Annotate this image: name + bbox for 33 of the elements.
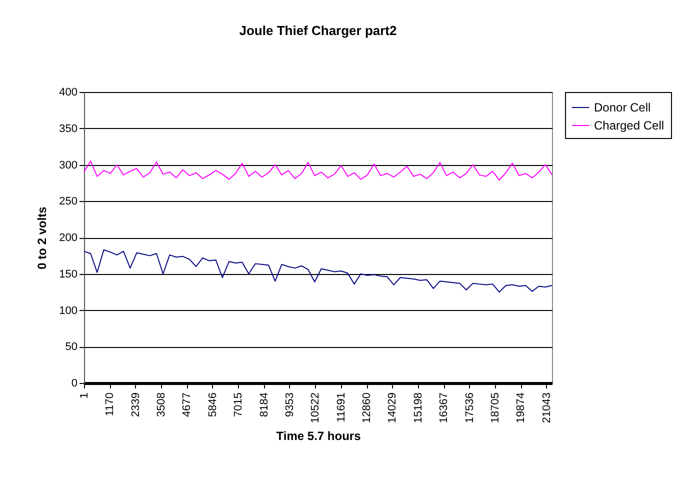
x-tick-label: 17536 — [464, 392, 476, 424]
y-tick-label: 200 — [59, 232, 78, 244]
x-tick-label: 18705 — [489, 392, 502, 424]
legend-label: Donor Cell — [594, 100, 651, 114]
x-tick-label: 16367 — [438, 392, 450, 424]
x-tick-label: 8184 — [258, 392, 270, 417]
x-tick-label: 7015 — [232, 392, 245, 417]
x-tick-label: 9353 — [284, 392, 296, 417]
y-tick-label: 50 — [65, 341, 78, 354]
x-tick-label: 1 — [78, 392, 90, 399]
x-tick-label: 14029 — [386, 392, 399, 424]
x-axis-title: Time 5.7 hours — [276, 429, 362, 444]
y-tick-label: 0 — [71, 378, 78, 390]
x-tick-label: 19874 — [515, 392, 528, 424]
y-tick-label: 100 — [59, 304, 78, 317]
chart-title: Joule Thief Charger part2 — [239, 23, 397, 38]
x-tick-label: 5846 — [206, 392, 219, 417]
y-tick-label: 300 — [59, 159, 78, 172]
x-tick-label: 21043 — [540, 392, 553, 424]
x-tick-label: 4677 — [181, 392, 194, 417]
x-tick-label: 1170 — [104, 392, 116, 416]
x-tick-label: 12860 — [361, 392, 374, 424]
y-tick-label: 350 — [59, 122, 78, 135]
y-tick-label: 150 — [59, 268, 78, 280]
y-tick-label: 400 — [59, 86, 78, 98]
x-tick-label: 3508 — [156, 392, 168, 417]
x-tick-label: 2339 — [130, 392, 142, 417]
x-tick-label: 15198 — [412, 392, 424, 424]
legend-label: Charged Cell — [594, 118, 664, 132]
x-tick-label: 11691 — [335, 392, 348, 422]
y-tick-label: 250 — [59, 196, 78, 208]
x-tick-label: 10522 — [310, 392, 322, 424]
y-axis-title: 0 to 2 volts — [35, 206, 50, 270]
